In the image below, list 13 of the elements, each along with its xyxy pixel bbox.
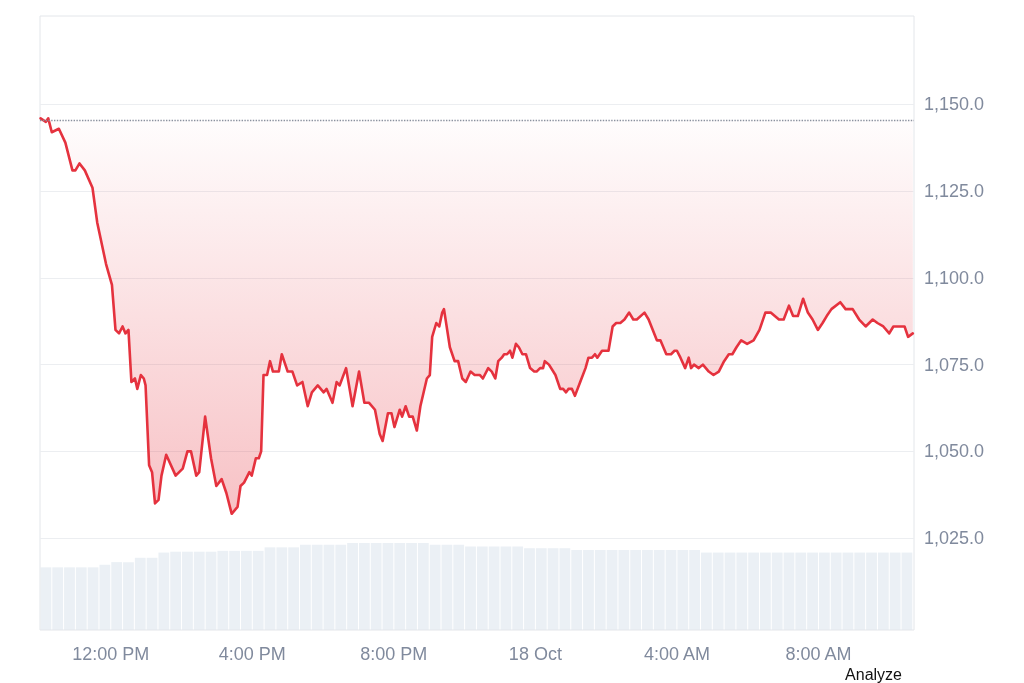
text: Analyze: [845, 665, 903, 683]
x-tick-label: 18 Oct: [508, 644, 562, 664]
x-tick-label: 8:00 PM: [360, 644, 428, 664]
y-tick-label: 1,075.0: [924, 354, 985, 375]
y-tick-label: 1,050.0: [924, 441, 985, 462]
x-tick-label: 4:00 PM: [218, 644, 286, 664]
x-tick-label: 12:00 PM: [72, 644, 150, 664]
x-tick-label: 4:00 AM: [643, 644, 710, 664]
y-tick-label: 1,150.0: [924, 94, 985, 115]
y-tick-label: 1,125.0: [924, 181, 985, 202]
y-tick-label: 1,025.0: [924, 528, 985, 549]
y-tick-label: 1,100.0: [924, 267, 985, 288]
x-tick-label: 8:00 AM: [785, 644, 852, 664]
